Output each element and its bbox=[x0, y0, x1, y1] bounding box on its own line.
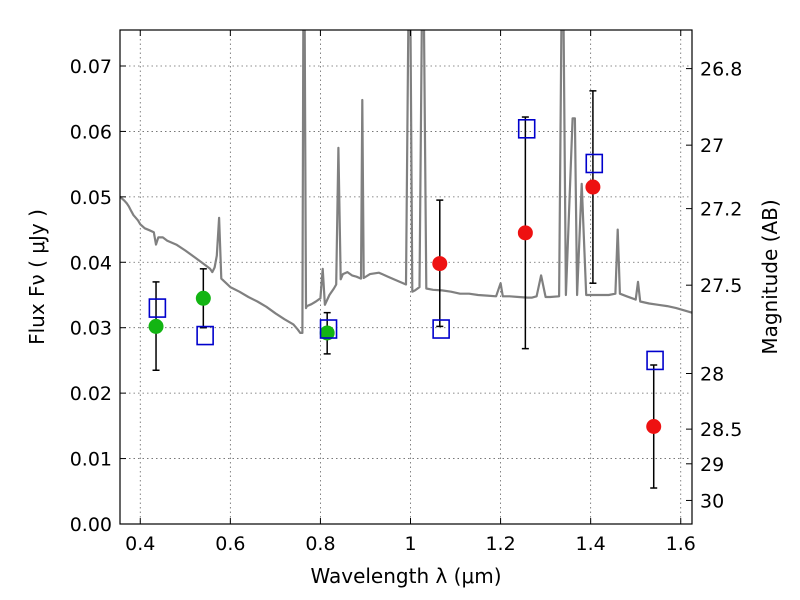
square-point bbox=[319, 319, 338, 339]
y-tick-label: 0.07 bbox=[70, 56, 112, 78]
x-axis-label: Wavelength λ (μm) bbox=[310, 564, 501, 588]
x-tick-label: 0.4 bbox=[125, 533, 155, 555]
square-point bbox=[196, 325, 214, 346]
x-tick-label: 0.8 bbox=[305, 533, 335, 555]
red-point bbox=[585, 179, 601, 195]
y2-tick-label: 27.5 bbox=[700, 275, 742, 297]
x-tick-label: 1.4 bbox=[576, 533, 606, 555]
x-tick-label: 1.6 bbox=[666, 533, 696, 555]
y-axis: 0.00 0.01 0.02 0.03 0.04 0.05 0.06 0.07 bbox=[70, 56, 126, 536]
red-point bbox=[432, 256, 448, 272]
y2-tick-label: 30 bbox=[700, 490, 724, 512]
green-point bbox=[319, 325, 335, 341]
red-point bbox=[646, 419, 662, 435]
y2-tick-label: 27 bbox=[700, 135, 724, 157]
y-tick-label: 0.02 bbox=[70, 383, 112, 405]
data-points bbox=[148, 119, 664, 435]
y2-tick-label: 29 bbox=[700, 454, 724, 476]
square-point bbox=[432, 319, 450, 339]
y-tick-label: 0.04 bbox=[70, 252, 112, 274]
y-tick-label: 0.03 bbox=[70, 318, 112, 340]
square-point bbox=[517, 119, 536, 139]
y-tick-label: 0.06 bbox=[70, 121, 112, 143]
y2-axis: 26.8 27 27.2 27.5 28 28.5 29 30 bbox=[686, 59, 742, 512]
y-axis-label: Flux Fν ( μJy ) bbox=[25, 209, 49, 345]
green-point bbox=[195, 290, 211, 306]
x-tick-label: 1.2 bbox=[485, 533, 515, 555]
x-axis: 0.4 0.6 0.8 1 1.2 1.4 1.6 bbox=[125, 30, 696, 555]
plot-frame bbox=[119, 29, 693, 525]
y2-tick-label: 27.2 bbox=[700, 199, 742, 221]
x-tick-label: 0.6 bbox=[215, 533, 245, 555]
square-point bbox=[585, 153, 604, 174]
y2-axis-label: Magnitude (AB) bbox=[758, 199, 782, 354]
y-tick-label: 0.01 bbox=[70, 449, 112, 471]
red-point bbox=[517, 225, 533, 241]
y-tick-label: 0.00 bbox=[70, 514, 112, 536]
square-point bbox=[148, 298, 167, 318]
y2-tick-label: 28 bbox=[700, 364, 724, 386]
model-spectrum-line bbox=[120, 30, 692, 334]
model-spectrum bbox=[120, 30, 692, 334]
green-point bbox=[148, 318, 164, 334]
y2-tick-label: 28.5 bbox=[700, 419, 742, 441]
x-tick-label: 1 bbox=[404, 533, 416, 555]
y2-tick-label: 26.8 bbox=[700, 59, 742, 81]
error-bars bbox=[152, 90, 658, 489]
y-tick-label: 0.05 bbox=[70, 187, 112, 209]
square-point bbox=[646, 350, 664, 371]
